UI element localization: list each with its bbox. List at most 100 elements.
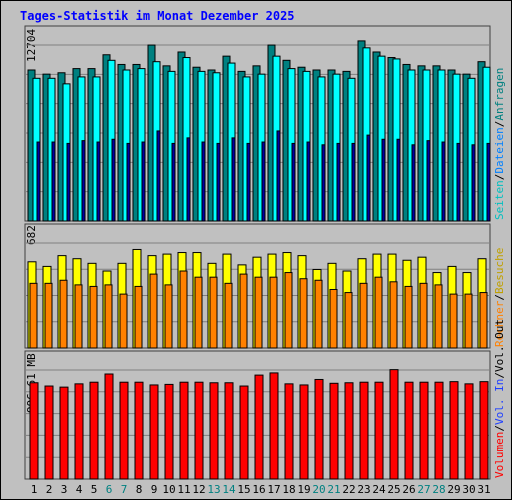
bar-rechner-day-20 bbox=[314, 279, 323, 349]
bar-seiten-day-12 bbox=[201, 141, 206, 222]
x-tick-label: 4 bbox=[76, 483, 83, 496]
bar-rechner-day-7 bbox=[119, 293, 128, 349]
x-tick-label: 29 bbox=[447, 483, 460, 496]
bar-seiten-day-8 bbox=[141, 141, 146, 222]
legend-dateien: Dateien bbox=[493, 127, 506, 173]
bar-rechner-day-9 bbox=[149, 273, 158, 349]
x-tick-label: 26 bbox=[402, 483, 415, 496]
svg-text:Rechner/Besuche: Rechner/Besuche bbox=[493, 248, 506, 347]
panel-requests: 12704 bbox=[24, 25, 491, 222]
bar-volumen-day-10 bbox=[164, 383, 174, 480]
bar-rechner-day-2 bbox=[44, 282, 53, 349]
x-tick-label: 17 bbox=[267, 483, 280, 496]
bar-rechner-day-28 bbox=[434, 284, 443, 349]
bar-volumen-day-2 bbox=[44, 385, 54, 480]
bar-volumen-day-26 bbox=[404, 381, 414, 480]
bar-volumen-day-25 bbox=[389, 369, 399, 480]
bar-seiten-day-17 bbox=[276, 130, 281, 222]
bar-volumen-day-6 bbox=[104, 373, 114, 480]
x-tick-label: 11 bbox=[177, 483, 190, 496]
x-tick-label: 18 bbox=[282, 483, 295, 496]
legend-separator: / bbox=[493, 294, 506, 301]
x-tick-label: 15 bbox=[237, 483, 250, 496]
bar-rechner-day-8 bbox=[134, 285, 143, 349]
legend-volume: Volumen/Vol. In/Vol. Out bbox=[493, 319, 506, 478]
legend-separator: / bbox=[493, 425, 506, 432]
bar-volumen-day-29 bbox=[449, 381, 459, 480]
bar-volumen-day-5 bbox=[89, 381, 99, 480]
bar-seiten-day-29 bbox=[456, 142, 461, 222]
bar-seiten-day-11 bbox=[186, 137, 191, 222]
bar-seiten-day-15 bbox=[246, 142, 251, 222]
bar-volumen-day-4 bbox=[74, 383, 84, 480]
bar-seiten-day-13 bbox=[216, 142, 221, 222]
x-tick-label: 10 bbox=[162, 483, 175, 496]
bar-volumen-day-18 bbox=[284, 383, 294, 480]
x-tick-label: 7 bbox=[121, 483, 128, 496]
x-tick-label: 21 bbox=[327, 483, 340, 496]
bar-seiten-day-7 bbox=[126, 142, 131, 222]
bar-seiten-day-3 bbox=[66, 142, 71, 222]
bar-rechner-day-23 bbox=[359, 282, 368, 349]
x-tick-label: 28 bbox=[432, 483, 445, 496]
bar-rechner-day-6 bbox=[104, 284, 113, 349]
x-axis-day-labels: 1 2 3 4 5 6 7 8 9 10 11 12 13 14 15 16 17 18 19 20 21 22 23 24 2… bbox=[31, 483, 491, 496]
legend-separator: / bbox=[493, 174, 506, 181]
bar-seiten-day-28 bbox=[441, 141, 446, 222]
legend-vol-out: Vol. Out bbox=[493, 319, 506, 372]
bar-seiten-day-22 bbox=[351, 142, 356, 222]
legend-visits: Rechner/Besuche bbox=[493, 248, 506, 347]
bar-seiten-day-6 bbox=[111, 138, 116, 222]
bar-volumen-day-22 bbox=[344, 382, 354, 480]
bar-seiten-day-24 bbox=[381, 138, 386, 222]
bar-seiten-day-9 bbox=[156, 130, 161, 222]
bar-rechner-day-4 bbox=[74, 284, 83, 349]
bar-volumen-day-20 bbox=[314, 378, 324, 480]
bar-seiten-day-14 bbox=[231, 137, 236, 222]
bar-rechner-day-26 bbox=[404, 285, 413, 349]
bar-rechner-day-19 bbox=[299, 278, 308, 349]
bar-rechner-day-22 bbox=[344, 292, 353, 349]
bar-rechner-day-11 bbox=[179, 270, 188, 349]
bar-seiten-day-23 bbox=[366, 134, 371, 222]
bar-volumen-day-24 bbox=[374, 381, 384, 480]
bar-seiten-day-26 bbox=[411, 144, 416, 222]
svg-text:Seiten/Dateien/Anfragen: Seiten/Dateien/Anfragen bbox=[493, 68, 506, 220]
bar-seiten-day-2 bbox=[51, 141, 56, 222]
bar-volumen-day-7 bbox=[119, 381, 129, 480]
bar-rechner-day-15 bbox=[239, 273, 248, 349]
bar-volumen-day-17 bbox=[269, 372, 279, 480]
bar-rechner-day-5 bbox=[89, 285, 98, 349]
bar-volumen-day-11 bbox=[179, 381, 189, 480]
bar-seiten-day-19 bbox=[306, 141, 311, 222]
bar-rechner-day-12 bbox=[194, 276, 203, 349]
x-tick-label: 5 bbox=[91, 483, 98, 496]
bar-seiten-day-30 bbox=[471, 144, 476, 222]
bar-volumen-day-28 bbox=[434, 381, 444, 480]
bar-volumen-day-27 bbox=[419, 381, 429, 480]
bar-rechner-day-31 bbox=[479, 292, 488, 349]
bar-volumen-day-30 bbox=[464, 383, 474, 480]
bar-seiten-day-25 bbox=[396, 138, 401, 222]
x-tick-label: 13 bbox=[207, 483, 220, 496]
bar-volumen-day-12 bbox=[194, 381, 204, 480]
panel-visits-ylabel: 682 bbox=[25, 225, 38, 245]
bar-rechner-day-24 bbox=[374, 276, 383, 349]
x-tick-label: 9 bbox=[151, 483, 158, 496]
chart-title: Tages-Statistik im Monat Dezember 2025 bbox=[20, 9, 295, 23]
bar-volumen-day-13 bbox=[209, 382, 219, 480]
bar-rechner-day-30 bbox=[464, 293, 473, 349]
legend-volumen: Volumen bbox=[493, 432, 506, 478]
bar-seiten-day-18 bbox=[291, 142, 296, 222]
bar-seiten-day-21 bbox=[336, 142, 341, 222]
x-tick-label: 8 bbox=[136, 483, 143, 496]
legend-separator: / bbox=[493, 121, 506, 128]
bar-rechner-day-14 bbox=[224, 282, 233, 349]
bar-rechner-day-1 bbox=[29, 282, 38, 349]
x-tick-label: 22 bbox=[342, 483, 355, 496]
bar-volumen-day-23 bbox=[359, 381, 369, 480]
bar-seiten-day-27 bbox=[426, 140, 431, 222]
x-tick-label: 16 bbox=[252, 483, 265, 496]
bar-volumen-day-14 bbox=[224, 382, 234, 480]
